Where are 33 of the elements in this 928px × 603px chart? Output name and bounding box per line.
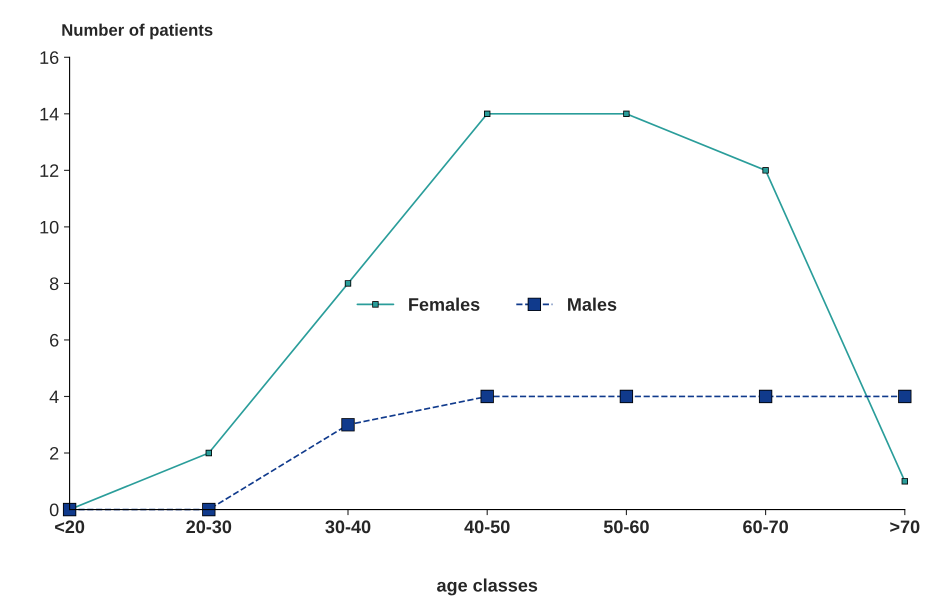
- x-tick-label: <20: [55, 520, 84, 534]
- point: [206, 450, 212, 456]
- legend-label: Males: [568, 298, 616, 311]
- y-tick-label: 8: [50, 277, 58, 290]
- y-tick-label: 6: [50, 334, 58, 347]
- point: [898, 390, 912, 404]
- x-tick-label: 30-40: [325, 520, 370, 534]
- point: [480, 390, 494, 404]
- point: [484, 110, 490, 118]
- point: [623, 110, 630, 118]
- point: [762, 167, 769, 174]
- y-tick-label: 10: [40, 220, 58, 234]
- point: [344, 280, 352, 287]
- point: [202, 502, 216, 516]
- y-tick-label: 14: [40, 108, 59, 120]
- point: [758, 390, 772, 404]
- x-tick-label: >70: [890, 520, 920, 534]
- x-tick-label: 50-60: [604, 520, 649, 534]
- legend-label: Females: [409, 298, 480, 311]
- y-tick-label: 16: [40, 51, 58, 64]
- x-tick-label: 40-50: [464, 520, 510, 534]
- x-tick-label: 60-70: [743, 520, 788, 534]
- y-tick-label: 0: [50, 503, 58, 516]
- y-tick-label: 12: [40, 164, 58, 177]
- x-tick-label: 20-30: [186, 520, 232, 534]
- x-axis-title: age classes: [437, 578, 538, 596]
- y-tick-label: 2: [50, 446, 58, 460]
- point: [902, 478, 908, 484]
- point: [341, 418, 355, 432]
- point: [62, 502, 76, 516]
- y-tick-label: 4: [50, 390, 59, 404]
- point: [620, 390, 634, 404]
- y-axis-title: Number of patients: [62, 24, 212, 40]
